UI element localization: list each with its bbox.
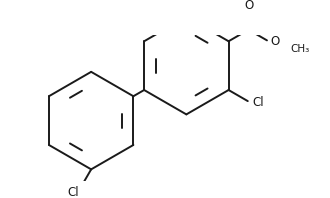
Text: CH₃: CH₃ <box>290 44 310 54</box>
Text: Cl: Cl <box>68 186 79 198</box>
Text: Cl: Cl <box>252 96 264 109</box>
Text: O: O <box>271 35 280 48</box>
Text: O: O <box>244 0 253 12</box>
